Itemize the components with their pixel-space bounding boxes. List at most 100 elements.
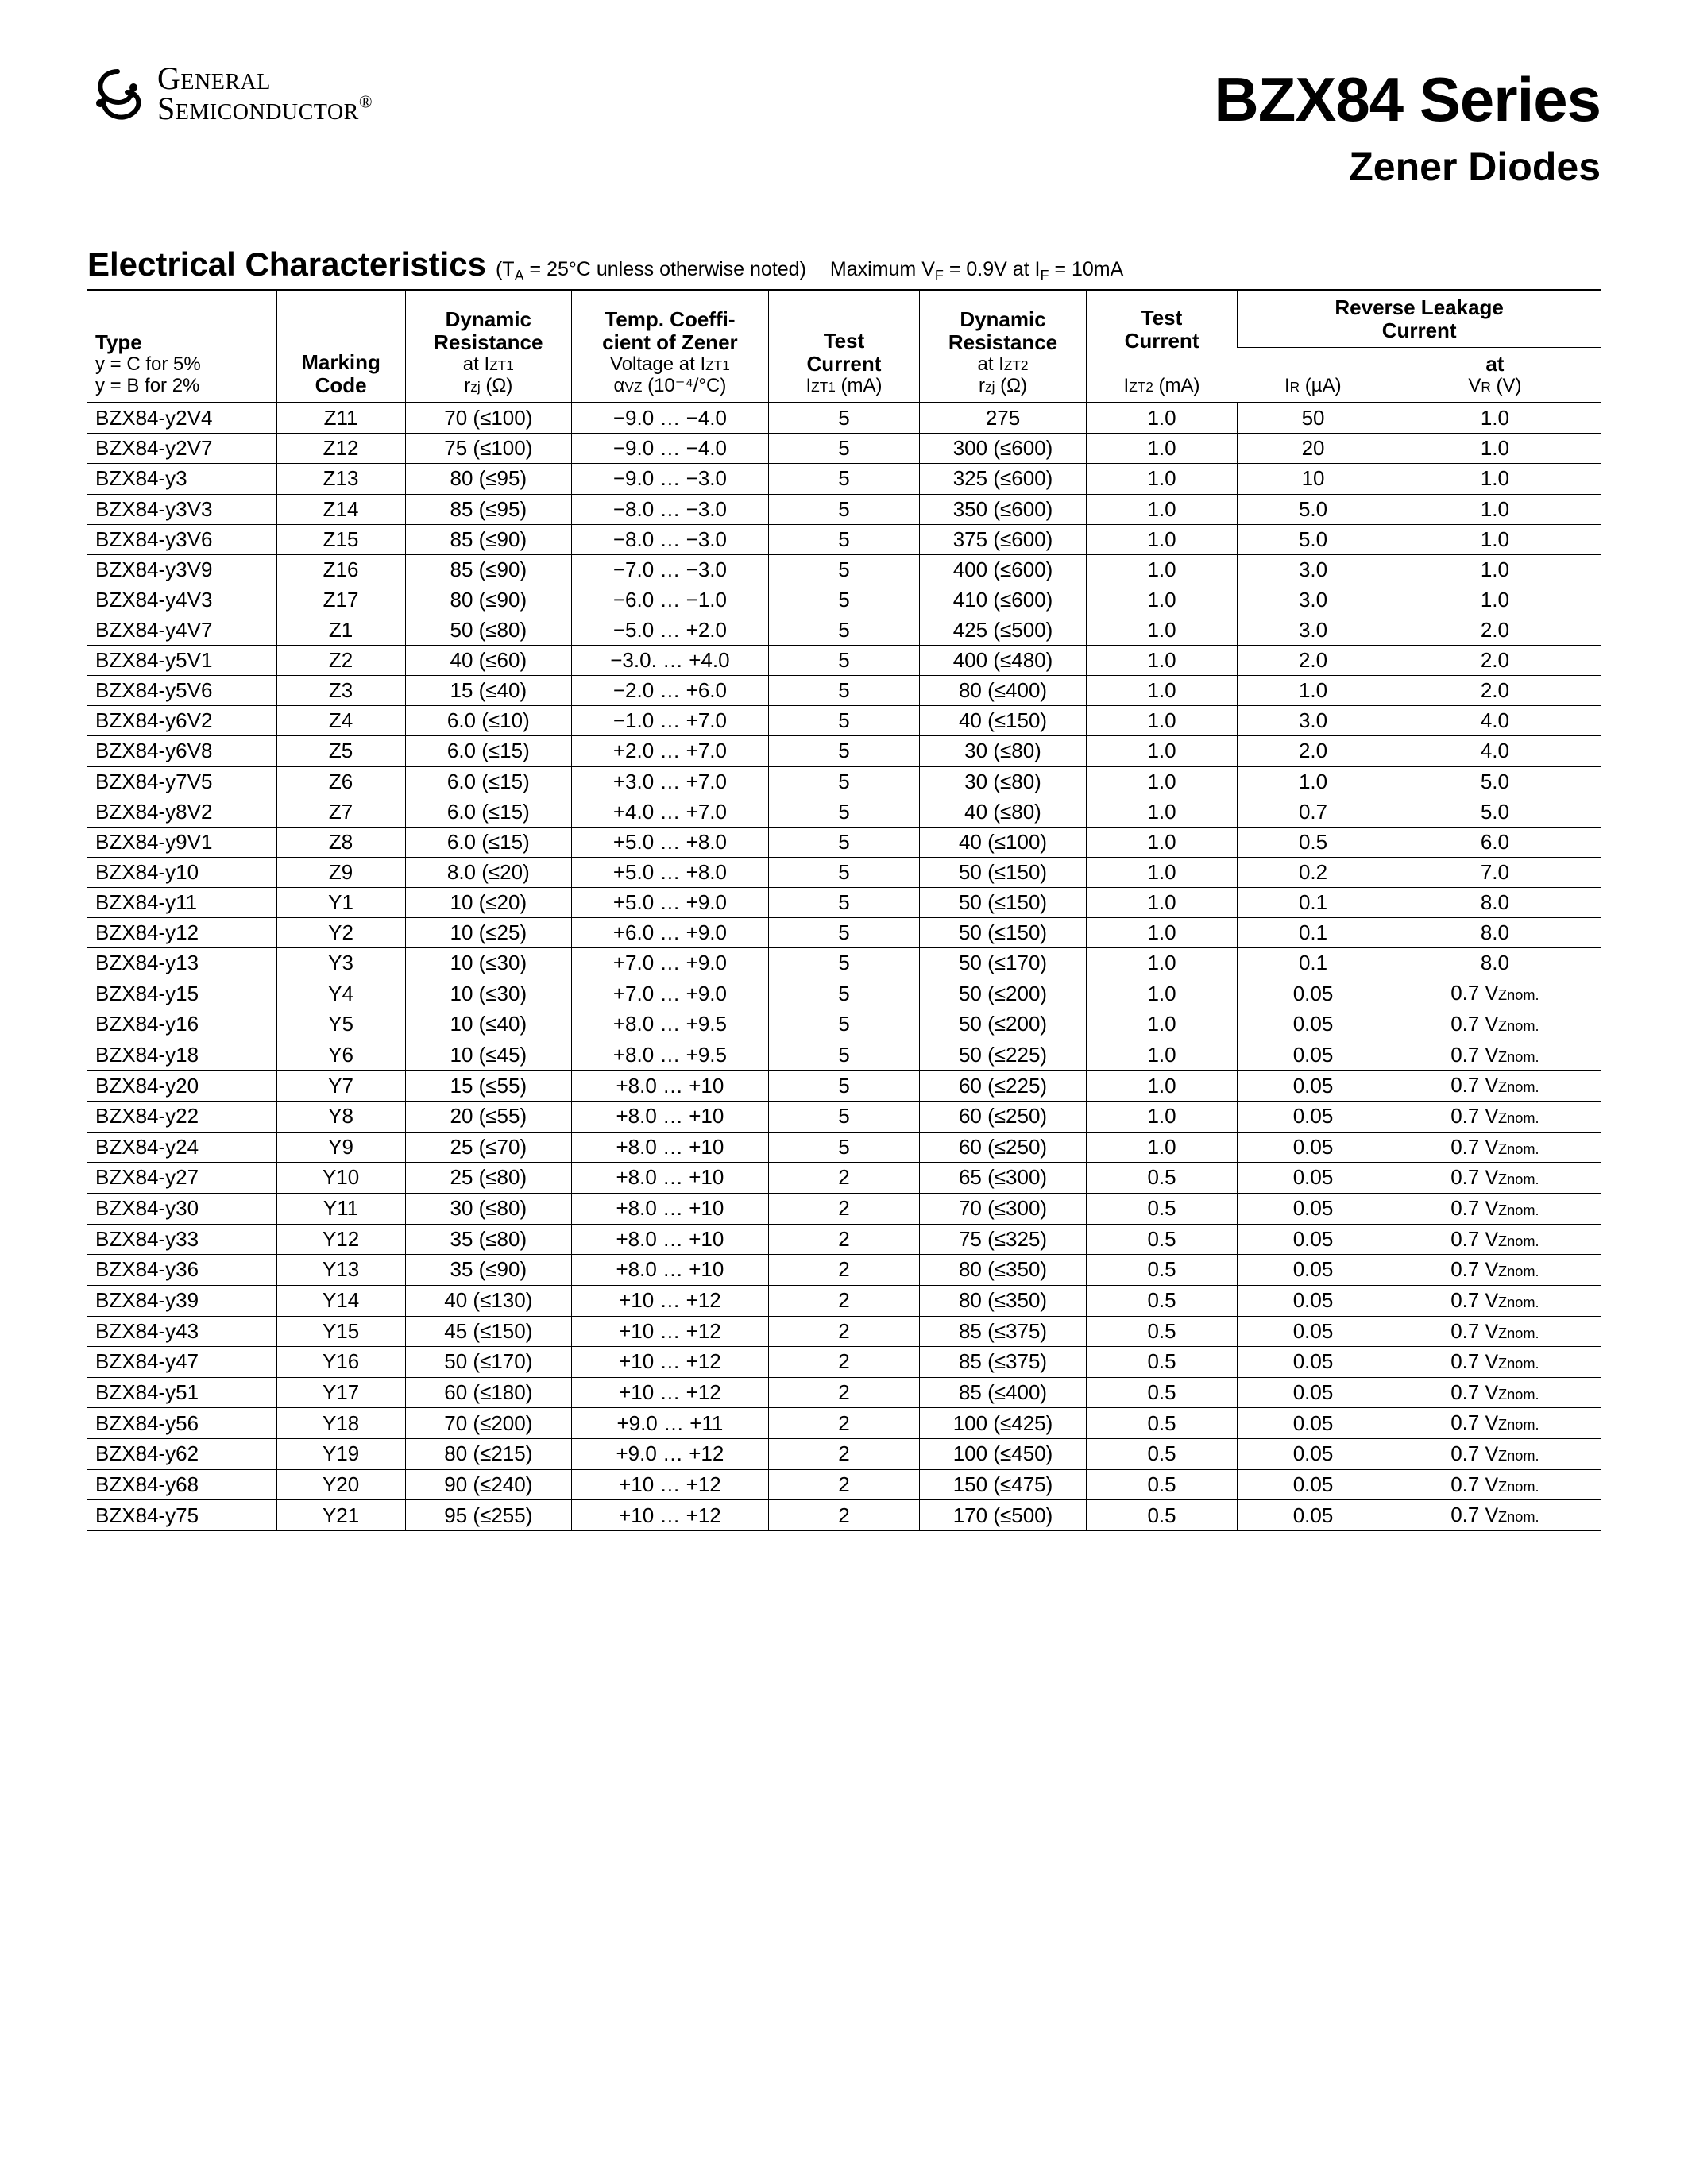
cell-testcurrent2: 0.5 bbox=[1086, 1347, 1238, 1378]
cell-testcurrent2: 1.0 bbox=[1086, 554, 1238, 585]
cell-marking: Z14 bbox=[276, 494, 405, 524]
cell-type: BZX84-y6V8 bbox=[87, 736, 276, 766]
characteristics-table: Type y = C for 5% y = B for 2% Marking C… bbox=[87, 289, 1601, 1531]
table-body: BZX84-y2V4Z1170 (≤100)−9.0 … −4.052751.0… bbox=[87, 403, 1601, 1530]
cell-type: BZX84-y3V6 bbox=[87, 524, 276, 554]
cell-vr: 2.0 bbox=[1389, 676, 1601, 706]
cell-tempcoef: +4.0 … +7.0 bbox=[572, 797, 769, 827]
cell-testcurrent1: 2 bbox=[768, 1224, 920, 1255]
cell-marking: Y16 bbox=[276, 1347, 405, 1378]
cell-testcurrent1: 2 bbox=[768, 1163, 920, 1194]
cell-ir: 0.05 bbox=[1238, 1285, 1389, 1316]
cell-dr1: 6.0 (≤15) bbox=[405, 827, 572, 857]
cell-dr2: 50 (≤150) bbox=[920, 857, 1087, 887]
cell-ir: 3.0 bbox=[1238, 554, 1389, 585]
cell-marking: Z11 bbox=[276, 403, 405, 434]
cell-tempcoef: −9.0 … −3.0 bbox=[572, 464, 769, 494]
cell-ir: 2.0 bbox=[1238, 646, 1389, 676]
cell-vr: 5.0 bbox=[1389, 797, 1601, 827]
cell-testcurrent1: 5 bbox=[768, 554, 920, 585]
cell-testcurrent2: 1.0 bbox=[1086, 1040, 1238, 1071]
table-row: BZX84-y2V4Z1170 (≤100)−9.0 … −4.052751.0… bbox=[87, 403, 1601, 434]
cell-dr2: 410 (≤600) bbox=[920, 585, 1087, 615]
cell-dr2: 30 (≤80) bbox=[920, 736, 1087, 766]
cell-testcurrent2: 1.0 bbox=[1086, 948, 1238, 978]
cell-type: BZX84-y2V7 bbox=[87, 434, 276, 464]
cell-tempcoef: −6.0 … −1.0 bbox=[572, 585, 769, 615]
cell-marking: Y4 bbox=[276, 978, 405, 1009]
cell-tempcoef: +10 … +12 bbox=[572, 1347, 769, 1378]
page-title: BZX84 Series bbox=[1214, 64, 1601, 136]
cell-dr1: 25 (≤80) bbox=[405, 1163, 572, 1194]
cell-dr1: 10 (≤30) bbox=[405, 978, 572, 1009]
table-row: BZX84-y7V5Z66.0 (≤15)+3.0 … +7.0530 (≤80… bbox=[87, 766, 1601, 797]
cell-tempcoef: −8.0 … −3.0 bbox=[572, 494, 769, 524]
cell-testcurrent2: 1.0 bbox=[1086, 857, 1238, 887]
cell-dr2: 80 (≤400) bbox=[920, 676, 1087, 706]
cell-testcurrent2: 1.0 bbox=[1086, 494, 1238, 524]
cell-ir: 0.1 bbox=[1238, 887, 1389, 917]
cell-testcurrent2: 0.5 bbox=[1086, 1377, 1238, 1408]
cell-testcurrent1: 5 bbox=[768, 1040, 920, 1071]
cell-marking: Y14 bbox=[276, 1285, 405, 1316]
cell-vr: 1.0 bbox=[1389, 464, 1601, 494]
cell-tempcoef: +10 … +12 bbox=[572, 1500, 769, 1531]
col-testcurrent1-header: Test Current IZT1 (mA) bbox=[768, 291, 920, 403]
cell-ir: 2.0 bbox=[1238, 736, 1389, 766]
cell-tempcoef: +8.0 … +10 bbox=[572, 1255, 769, 1286]
cell-marking: Y11 bbox=[276, 1193, 405, 1224]
cell-dr2: 60 (≤250) bbox=[920, 1132, 1087, 1163]
cell-vr: 0.7 VZnom. bbox=[1389, 1193, 1601, 1224]
cell-tempcoef: +9.0 … +12 bbox=[572, 1439, 769, 1470]
cell-dr1: 10 (≤45) bbox=[405, 1040, 572, 1071]
cell-vr: 8.0 bbox=[1389, 887, 1601, 917]
cell-testcurrent1: 5 bbox=[768, 1009, 920, 1040]
cell-vr: 1.0 bbox=[1389, 434, 1601, 464]
cell-tempcoef: +2.0 … +7.0 bbox=[572, 736, 769, 766]
table-row: BZX84-y51Y1760 (≤180)+10 … +12285 (≤400)… bbox=[87, 1377, 1601, 1408]
cell-dr1: 40 (≤130) bbox=[405, 1285, 572, 1316]
cell-ir: 0.05 bbox=[1238, 1347, 1389, 1378]
cell-testcurrent1: 5 bbox=[768, 887, 920, 917]
cell-testcurrent1: 5 bbox=[768, 434, 920, 464]
cell-testcurrent2: 1.0 bbox=[1086, 434, 1238, 464]
cell-ir: 0.2 bbox=[1238, 857, 1389, 887]
cell-dr1: 10 (≤30) bbox=[405, 948, 572, 978]
cell-testcurrent2: 0.5 bbox=[1086, 1469, 1238, 1500]
cell-dr2: 350 (≤600) bbox=[920, 494, 1087, 524]
table-row: BZX84-y3V6Z1585 (≤90)−8.0 … −3.05375 (≤6… bbox=[87, 524, 1601, 554]
cell-tempcoef: +8.0 … +10 bbox=[572, 1132, 769, 1163]
cell-marking: Y3 bbox=[276, 948, 405, 978]
cell-ir: 3.0 bbox=[1238, 585, 1389, 615]
cell-dr1: 80 (≤95) bbox=[405, 464, 572, 494]
cell-vr: 0.7 VZnom. bbox=[1389, 1347, 1601, 1378]
cell-dr2: 100 (≤450) bbox=[920, 1439, 1087, 1470]
cell-type: BZX84-y43 bbox=[87, 1316, 276, 1347]
cell-dr1: 10 (≤25) bbox=[405, 918, 572, 948]
cell-vr: 0.7 VZnom. bbox=[1389, 1009, 1601, 1040]
cell-vr: 0.7 VZnom. bbox=[1389, 1040, 1601, 1071]
cell-vr: 0.7 VZnom. bbox=[1389, 1224, 1601, 1255]
cell-dr1: 85 (≤90) bbox=[405, 524, 572, 554]
cell-ir: 0.05 bbox=[1238, 1500, 1389, 1531]
cell-dr1: 85 (≤90) bbox=[405, 554, 572, 585]
cell-vr: 1.0 bbox=[1389, 524, 1601, 554]
cell-dr2: 400 (≤600) bbox=[920, 554, 1087, 585]
cell-vr: 0.7 VZnom. bbox=[1389, 1071, 1601, 1102]
table-row: BZX84-y75Y2195 (≤255)+10 … +122170 (≤500… bbox=[87, 1500, 1601, 1531]
cell-marking: Y8 bbox=[276, 1101, 405, 1132]
cell-testcurrent1: 5 bbox=[768, 918, 920, 948]
table-row: BZX84-y27Y1025 (≤80)+8.0 … +10265 (≤300)… bbox=[87, 1163, 1601, 1194]
table-row: BZX84-y39Y1440 (≤130)+10 … +12280 (≤350)… bbox=[87, 1285, 1601, 1316]
cell-vr: 0.7 VZnom. bbox=[1389, 978, 1601, 1009]
cell-testcurrent2: 1.0 bbox=[1086, 736, 1238, 766]
cell-type: BZX84-y68 bbox=[87, 1469, 276, 1500]
table-row: BZX84-y18Y610 (≤45)+8.0 … +9.5550 (≤225)… bbox=[87, 1040, 1601, 1071]
section-max: Maximum VF = 0.9V at IF = 10mA bbox=[830, 258, 1123, 284]
table-row: BZX84-y30Y1130 (≤80)+8.0 … +10270 (≤300)… bbox=[87, 1193, 1601, 1224]
cell-dr2: 60 (≤250) bbox=[920, 1101, 1087, 1132]
cell-testcurrent1: 5 bbox=[768, 403, 920, 434]
cell-ir: 0.05 bbox=[1238, 1071, 1389, 1102]
cell-tempcoef: −9.0 … −4.0 bbox=[572, 403, 769, 434]
cell-testcurrent1: 2 bbox=[768, 1285, 920, 1316]
